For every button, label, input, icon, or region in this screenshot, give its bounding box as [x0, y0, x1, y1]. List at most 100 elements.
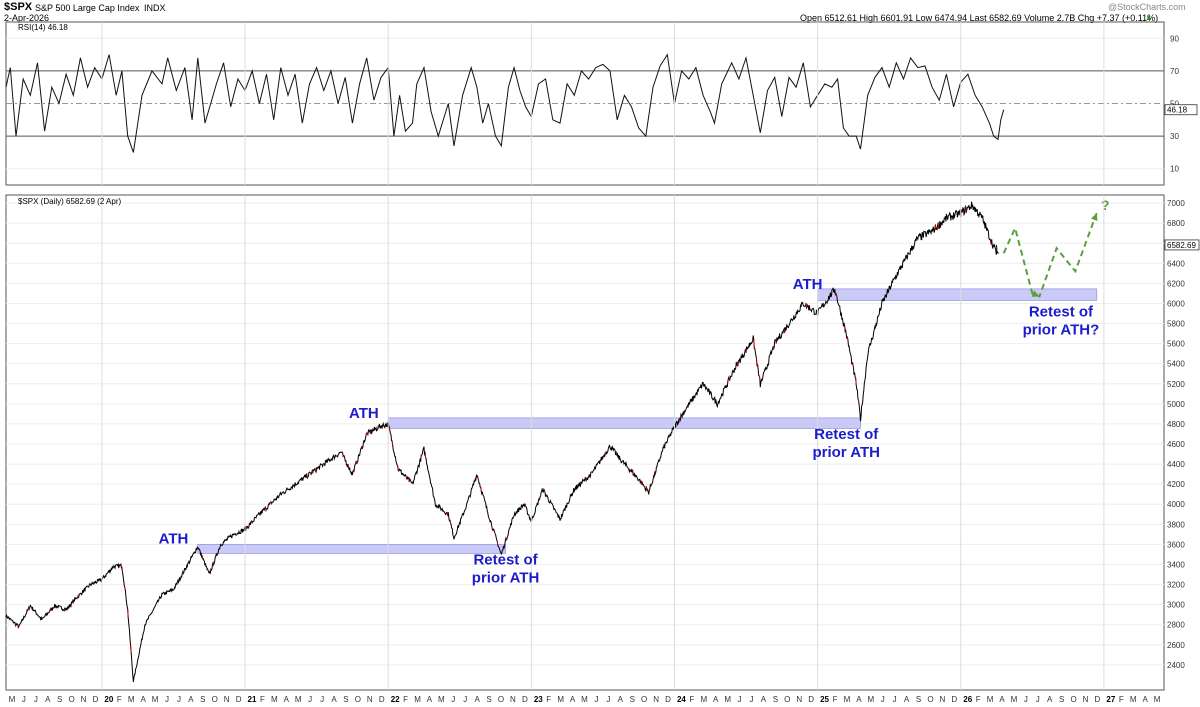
down-tick: [654, 471, 656, 474]
down-tick: [728, 376, 731, 381]
x-year-label: 23: [534, 695, 543, 704]
x-month-label: O: [68, 695, 74, 704]
x-month-label: M: [414, 695, 421, 704]
watermark: @StockCharts.com: [1108, 2, 1186, 12]
down-tick: [449, 520, 452, 523]
down-tick: [852, 363, 854, 368]
x-year-label: 21: [248, 695, 257, 704]
down-tick: [640, 480, 642, 485]
y-tick-label: 4800: [1167, 420, 1185, 429]
x-month-label: A: [188, 695, 194, 704]
down-tick: [446, 512, 449, 517]
x-month-label: A: [284, 695, 290, 704]
down-tick: [477, 477, 480, 481]
x-month-label: M: [987, 695, 994, 704]
x-month-label: J: [1024, 695, 1028, 704]
down-tick: [990, 240, 992, 245]
down-tick: [855, 378, 857, 386]
annotation-label: Retest of prior ATH?: [1023, 303, 1100, 338]
down-tick: [615, 452, 618, 455]
x-month-label: A: [570, 695, 576, 704]
x-year-label: 24: [677, 695, 686, 704]
down-tick: [212, 562, 215, 566]
x-month-label: F: [260, 695, 265, 704]
down-tick: [64, 608, 66, 611]
down-tick: [124, 587, 126, 591]
ath-zone: [817, 288, 1098, 301]
x-month-label: O: [1070, 695, 1076, 704]
down-tick: [632, 470, 634, 476]
x-month-label: J: [881, 695, 885, 704]
down-tick: [604, 452, 607, 456]
down-tick: [482, 495, 485, 498]
down-tick: [772, 346, 775, 349]
ath-zone: [197, 544, 506, 554]
rsi-label: RSI(14) 46.18: [18, 23, 68, 32]
x-month-label: M: [867, 695, 874, 704]
exchange: INDX: [144, 3, 166, 13]
down-tick: [388, 426, 391, 431]
x-month-label: A: [999, 695, 1005, 704]
x-month-label: F: [976, 695, 981, 704]
annotation-line: ATH: [349, 405, 379, 422]
x-month-label: J: [606, 695, 610, 704]
price-last-box: [1164, 239, 1200, 251]
projection-arrowhead: [1031, 290, 1040, 297]
annotation-line: Retest of: [814, 426, 879, 443]
projection-series: ?: [1002, 197, 1110, 298]
y-tick-label: 7000: [1167, 199, 1185, 208]
y-tick-label: 5000: [1167, 400, 1185, 409]
x-year-label: 26: [963, 695, 972, 704]
x-month-label: O: [641, 695, 647, 704]
x-month-label: M: [152, 695, 159, 704]
x-month-label: J: [22, 695, 26, 704]
projection-arrowhead: [1090, 213, 1098, 222]
x-month-label: M: [1154, 695, 1161, 704]
y-tick-label: 6800: [1167, 219, 1185, 228]
annotation-line: prior ATH: [472, 569, 540, 586]
down-tick: [408, 477, 410, 483]
down-tick: [491, 526, 493, 529]
x-month-label: J: [738, 695, 742, 704]
rsi-tick-label: 50: [1170, 100, 1179, 109]
x-month-label: S: [1059, 695, 1064, 704]
x-month-label: S: [773, 695, 778, 704]
x-month-label: D: [665, 695, 671, 704]
x-month-label: J: [1036, 695, 1040, 704]
down-tick: [342, 452, 344, 457]
x-month-label: M: [128, 695, 135, 704]
down-tick: [538, 497, 540, 501]
price-frame: [5, 194, 1165, 691]
x-month-label: F: [833, 695, 838, 704]
y-tick-label: 2800: [1167, 621, 1185, 630]
down-tick: [207, 568, 209, 571]
x-month-label: A: [45, 695, 51, 704]
x-month-label: O: [355, 695, 361, 704]
annotation-line: ATH: [793, 276, 823, 293]
x-year-label: 22: [391, 695, 400, 704]
down-tick: [314, 467, 317, 471]
down-tick: [17, 624, 19, 628]
annotation-line: Retest of: [473, 551, 538, 568]
y-tick-label: 6000: [1167, 299, 1185, 308]
x-month-label: A: [761, 695, 767, 704]
down-tick: [745, 348, 747, 353]
x-year-label: 25: [820, 695, 829, 704]
down-tick: [846, 336, 849, 340]
x-month-label: M: [1130, 695, 1137, 704]
y-tick-label: 5800: [1167, 320, 1185, 329]
x-month-label: N: [1083, 695, 1089, 704]
down-tick: [397, 465, 399, 471]
down-tick: [130, 644, 132, 652]
down-tick: [353, 469, 355, 473]
ath-zones: [197, 288, 1098, 554]
y-tick-label: 4600: [1167, 440, 1185, 449]
down-tick: [835, 294, 838, 298]
down-tick: [264, 506, 267, 511]
down-tick: [857, 400, 860, 403]
down-tick: [585, 477, 587, 482]
x-month-label: D: [951, 695, 957, 704]
x-month-label: J: [165, 695, 169, 704]
